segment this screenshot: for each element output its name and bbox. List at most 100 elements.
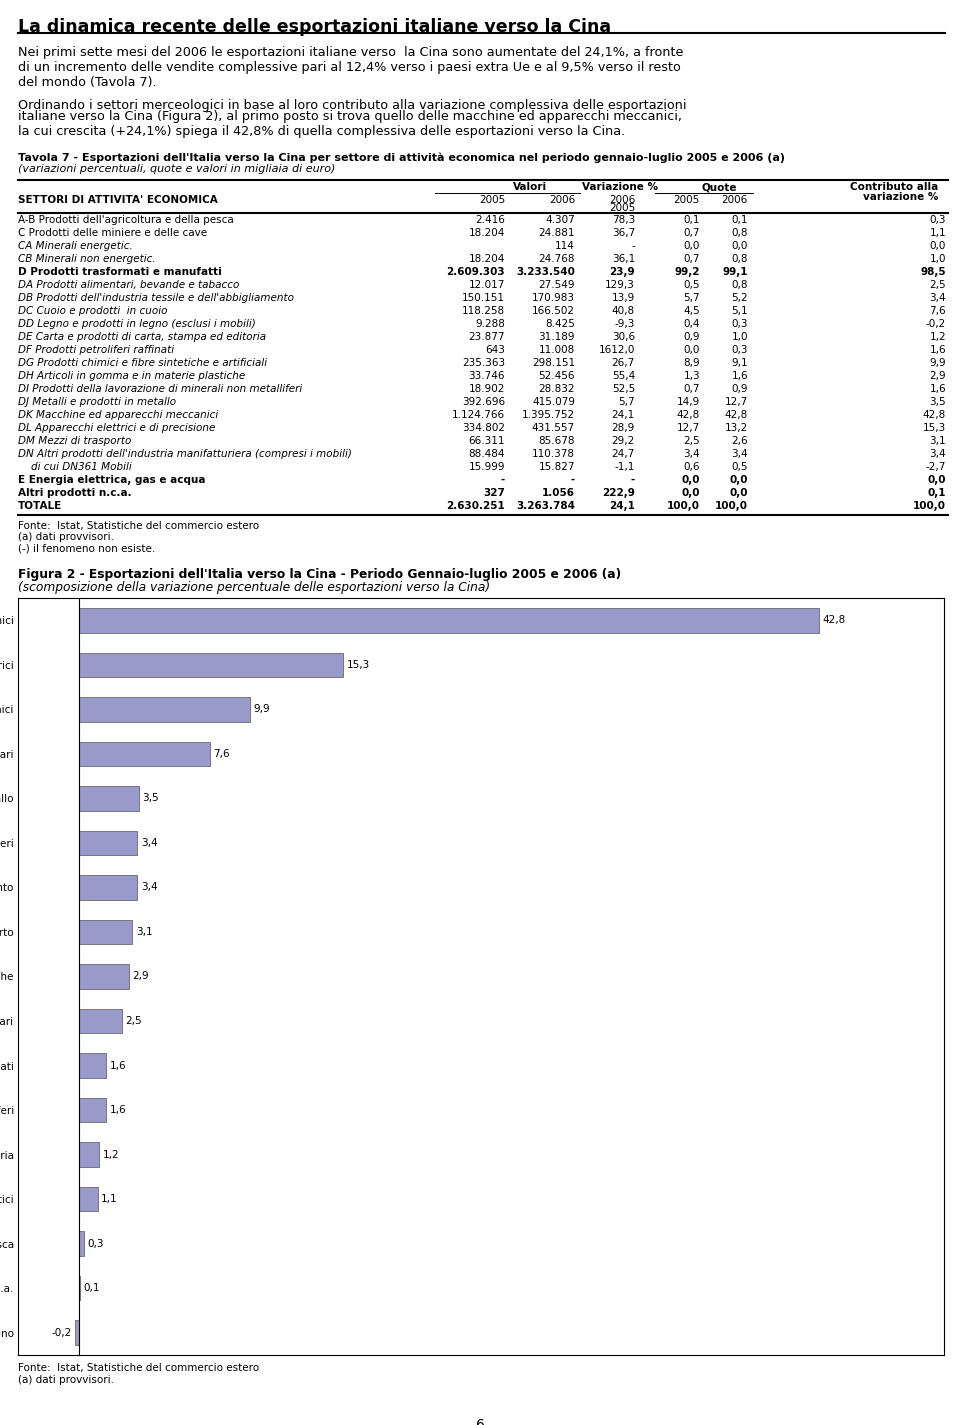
Text: 42,8: 42,8 <box>923 410 946 420</box>
Text: 2,6: 2,6 <box>732 436 748 446</box>
Text: 23,9: 23,9 <box>610 266 635 276</box>
Text: DI Prodotti della lavorazione di minerali non metalliferi: DI Prodotti della lavorazione di mineral… <box>18 383 302 393</box>
Text: 0,8: 0,8 <box>732 279 748 291</box>
Bar <box>79 1231 84 1255</box>
Text: 3,4: 3,4 <box>684 449 700 459</box>
Text: 7,6: 7,6 <box>213 750 230 760</box>
Text: TOTALE: TOTALE <box>18 502 62 512</box>
Text: 1,6: 1,6 <box>109 1060 127 1070</box>
Text: 36,1: 36,1 <box>612 254 635 264</box>
Text: 1,2: 1,2 <box>929 332 946 342</box>
Text: 6: 6 <box>475 1418 485 1425</box>
Text: 0,0: 0,0 <box>730 475 748 485</box>
Bar <box>79 875 137 899</box>
Text: -0,2: -0,2 <box>925 319 946 329</box>
Text: 2.630.251: 2.630.251 <box>446 502 505 512</box>
Text: -1,1: -1,1 <box>614 462 635 472</box>
Bar <box>75 1321 79 1345</box>
Text: 18.204: 18.204 <box>468 228 505 238</box>
Text: 2,9: 2,9 <box>929 370 946 380</box>
Text: 15,3: 15,3 <box>347 660 371 670</box>
Text: 3,4: 3,4 <box>141 838 157 848</box>
Text: 2,9: 2,9 <box>132 972 149 982</box>
Text: -9,3: -9,3 <box>614 319 635 329</box>
Bar <box>79 653 344 677</box>
Text: 0,8: 0,8 <box>732 254 748 264</box>
Text: -: - <box>632 241 635 251</box>
Text: 24,1: 24,1 <box>610 502 635 512</box>
Text: 0,6: 0,6 <box>684 462 700 472</box>
Text: 0,1: 0,1 <box>84 1282 100 1294</box>
Text: (variazioni percentuali, quote e valori in migliaia di euro): (variazioni percentuali, quote e valori … <box>18 164 335 174</box>
Text: 0,1: 0,1 <box>927 487 946 497</box>
Text: 28.832: 28.832 <box>539 383 575 393</box>
Text: 24,7: 24,7 <box>612 449 635 459</box>
Text: 99,2: 99,2 <box>675 266 700 276</box>
Text: DJ Metalli e prodotti in metallo: DJ Metalli e prodotti in metallo <box>18 398 176 408</box>
Text: Tavola 7 - Esportazioni dell'Italia verso la Cina per settore di attività econom: Tavola 7 - Esportazioni dell'Italia vers… <box>18 152 785 162</box>
Text: A-B Prodotti dell'agricoltura e della pesca: A-B Prodotti dell'agricoltura e della pe… <box>18 215 233 225</box>
Text: 52,5: 52,5 <box>612 383 635 393</box>
Text: (scomposizione della variazione percentuale delle esportazioni verso la Cina): (scomposizione della variazione percentu… <box>18 581 491 594</box>
Text: 14,9: 14,9 <box>677 398 700 408</box>
Text: 1.124.766: 1.124.766 <box>452 410 505 420</box>
Text: 0,0: 0,0 <box>730 487 748 497</box>
Text: 0,3: 0,3 <box>732 345 748 355</box>
Text: 100,0: 100,0 <box>913 502 946 512</box>
Text: -0,2: -0,2 <box>52 1328 72 1338</box>
Text: 85.678: 85.678 <box>539 436 575 446</box>
Text: 9,9: 9,9 <box>253 704 270 714</box>
Text: 9.288: 9.288 <box>475 319 505 329</box>
Text: 431.557: 431.557 <box>532 423 575 433</box>
Text: CA Minerali energetic.: CA Minerali energetic. <box>18 241 132 251</box>
Text: 643: 643 <box>485 345 505 355</box>
Text: 52.456: 52.456 <box>539 370 575 380</box>
Text: -: - <box>571 475 575 485</box>
Text: 31.189: 31.189 <box>539 332 575 342</box>
Bar <box>79 1143 99 1167</box>
Text: 3,1: 3,1 <box>135 928 153 938</box>
Text: 2006: 2006 <box>549 195 575 205</box>
Text: 4,5: 4,5 <box>684 306 700 316</box>
Text: 222,9: 222,9 <box>602 487 635 497</box>
Text: DM Mezzi di trasporto: DM Mezzi di trasporto <box>18 436 132 446</box>
Text: (a) dati provvisori.: (a) dati provvisori. <box>18 1375 114 1385</box>
Text: DB Prodotti dell'industria tessile e dell'abbigliamento: DB Prodotti dell'industria tessile e del… <box>18 294 294 304</box>
Text: C Prodotti delle miniere e delle cave: C Prodotti delle miniere e delle cave <box>18 228 207 238</box>
Text: 15,3: 15,3 <box>923 423 946 433</box>
Text: 3,5: 3,5 <box>143 794 159 804</box>
Text: 0,1: 0,1 <box>732 215 748 225</box>
Text: 7,6: 7,6 <box>929 306 946 316</box>
Text: 2006: 2006 <box>609 195 635 205</box>
Text: Quote: Quote <box>701 182 736 192</box>
Text: 0,3: 0,3 <box>87 1238 104 1248</box>
Text: 4.307: 4.307 <box>545 215 575 225</box>
Text: Nei primi sette mesi del 2006 le esportazioni italiane verso  la Cina sono aumen: Nei primi sette mesi del 2006 le esporta… <box>18 46 684 58</box>
Text: 13,2: 13,2 <box>725 423 748 433</box>
Text: (a) dati provvisori.: (a) dati provvisori. <box>18 532 114 542</box>
Bar <box>79 1275 81 1301</box>
Text: DN Altri prodotti dell'industria manifatturiera (compresi i mobili): DN Altri prodotti dell'industria manifat… <box>18 449 352 459</box>
Text: 1.056: 1.056 <box>542 487 575 497</box>
Text: 1,6: 1,6 <box>109 1106 127 1116</box>
Text: 100,0: 100,0 <box>667 502 700 512</box>
Text: variazione %: variazione % <box>863 192 938 202</box>
Text: 114: 114 <box>555 241 575 251</box>
Text: 36,7: 36,7 <box>612 228 635 238</box>
Text: 0,0: 0,0 <box>682 475 700 485</box>
Bar <box>79 787 139 811</box>
Text: Fonte:  Istat, Statistiche del commercio estero: Fonte: Istat, Statistiche del commercio … <box>18 522 259 532</box>
Text: DG Prodotti chimici e fibre sintetiche e artificiali: DG Prodotti chimici e fibre sintetiche e… <box>18 358 267 368</box>
Text: 66.311: 66.311 <box>468 436 505 446</box>
Text: 8,9: 8,9 <box>684 358 700 368</box>
Text: Contributo alla: Contributo alla <box>850 182 938 192</box>
Text: 0,7: 0,7 <box>684 383 700 393</box>
Text: 3.233.540: 3.233.540 <box>516 266 575 276</box>
Text: -: - <box>631 475 635 485</box>
Text: 0,0: 0,0 <box>682 487 700 497</box>
Text: la cui crescita (+24,1%) spiega il 42,8% di quella complessiva delle esportazion: la cui crescita (+24,1%) spiega il 42,8%… <box>18 125 625 138</box>
Text: -2,7: -2,7 <box>925 462 946 472</box>
Text: SETTORI DI ATTIVITA' ECONOMICA: SETTORI DI ATTIVITA' ECONOMICA <box>18 195 218 205</box>
Text: -: - <box>501 475 505 485</box>
Text: 170.983: 170.983 <box>532 294 575 304</box>
